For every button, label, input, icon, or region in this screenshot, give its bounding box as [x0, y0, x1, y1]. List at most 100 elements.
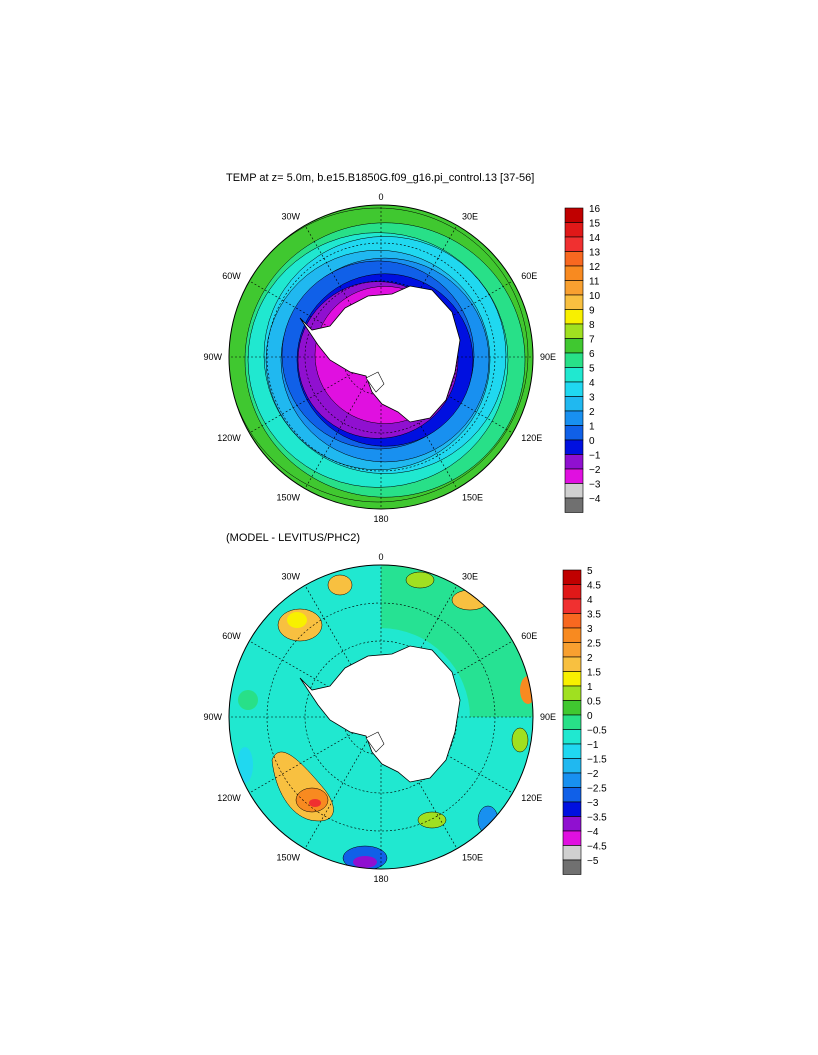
antarctica-continent [299, 285, 461, 423]
colorbar-swatch [562, 700, 582, 716]
colorbar-difference: 5 4.5 4 3.5 3 2.5 2 1.5 1 0.5 0 −0.5 −1 −1.5 −2 −2.5 −3 −… [562, 566, 607, 875]
colorbar-label: 8 [589, 320, 595, 331]
colorbar-swatch [564, 483, 584, 499]
colorbar-label: 3.5 [587, 610, 601, 621]
colorbar-swatch [562, 656, 582, 672]
longitude-label: 90W [203, 352, 222, 362]
colorbar-swatch [562, 816, 582, 832]
longitude-label: 90E [540, 352, 556, 362]
colorbar-label: 9 [589, 306, 595, 317]
plot-title-bottom: (MODEL - LEVITUS/PHC2) [226, 532, 361, 544]
longitude-label: 30E [462, 572, 478, 582]
colorbar-label: 1 [587, 682, 593, 693]
colorbar-label: 13 [589, 248, 601, 259]
colorbar-label: 11 [589, 277, 600, 288]
colorbar-swatch [564, 410, 584, 426]
colorbar-label: −1.5 [587, 755, 607, 766]
longitude-label: 0 [378, 192, 383, 202]
longitude-label: 150W [276, 852, 300, 862]
colorbar-swatch [564, 439, 584, 455]
plot-title-top: TEMP at z= 5.0m, b.e15.B1850G.f09_g16.pi… [226, 172, 535, 184]
colorbar-swatch [562, 845, 582, 861]
longitude-label: 180 [373, 874, 388, 884]
colorbar-swatch [564, 251, 584, 267]
colorbar-swatch [562, 830, 582, 846]
colorbar-label: 4 [587, 595, 593, 606]
longitude-label: 120E [521, 793, 542, 803]
colorbar-swatch [564, 222, 584, 238]
longitude-label: 30W [281, 572, 300, 582]
colorbar-swatch [562, 714, 582, 730]
colorbar-swatch [562, 613, 582, 629]
colorbar-swatch [562, 729, 582, 745]
longitude-label: 150W [276, 492, 300, 502]
colorbar-label: 10 [589, 291, 601, 302]
colorbar-swatch [564, 236, 584, 252]
colorbar-label: −3 [587, 798, 599, 809]
colorbar-label: −2.5 [587, 784, 607, 795]
colorbar-swatch [562, 859, 582, 875]
colorbar-label: −4 [589, 494, 601, 505]
colorbar-label: 12 [589, 262, 601, 273]
longitude-label: 90W [203, 712, 222, 722]
colorbar-label: 3 [587, 624, 593, 635]
colorbar-label: −1 [589, 451, 601, 462]
colorbar-swatch [564, 468, 584, 484]
longitude-label: 60W [222, 271, 241, 281]
colorbar-label: −3 [589, 480, 601, 491]
colorbar-swatch [564, 207, 584, 223]
longitude-label: 90E [540, 712, 556, 722]
colorbar-swatch [562, 671, 582, 687]
antarctica-continent [299, 645, 461, 783]
colorbar-swatch [562, 758, 582, 774]
colorbar-swatch [562, 743, 582, 759]
colorbar-label: −2 [587, 769, 599, 780]
colorbar-label: 5 [589, 364, 595, 375]
colorbar-label: 2 [589, 407, 595, 418]
longitude-label: 30E [462, 212, 478, 222]
colorbar-swatch [564, 323, 584, 339]
colorbar-swatch [562, 584, 582, 600]
colorbar-label: 0.5 [587, 697, 601, 708]
colorbar-label: 15 [589, 219, 601, 230]
longitude-label: 180 [373, 514, 388, 524]
colorbar-swatch [562, 627, 582, 643]
colorbar-swatch [564, 265, 584, 281]
colorbar-label: −4.5 [587, 842, 607, 853]
colorbar-label: 4.5 [587, 581, 601, 592]
colorbar-label: 0 [589, 436, 595, 447]
colorbar-label: −4 [587, 827, 599, 838]
colorbar-swatch [562, 569, 582, 585]
colorbar-label: 2.5 [587, 639, 601, 650]
colorbar-label: 6 [589, 349, 595, 360]
colorbar-swatch [564, 338, 584, 354]
colorbar-label: 0 [587, 711, 593, 722]
colorbar-label: −1 [587, 740, 599, 751]
colorbar-label: 1 [589, 422, 595, 433]
colorbar-label: 3 [589, 393, 595, 404]
colorbar-label: −5 [587, 856, 599, 867]
colorbar-swatch [564, 425, 584, 441]
colorbar-swatch [564, 396, 584, 412]
longitude-label: 60W [222, 631, 241, 641]
colorbar-label: −2 [589, 465, 601, 476]
colorbar-label: −3.5 [587, 813, 607, 824]
longitude-label: 150E [462, 852, 483, 862]
polar-map-temperature: 0 30E 60E 90E 120E 150E 180 150W 120W 90W 60W 30W [203, 192, 556, 524]
colorbar-swatch [562, 642, 582, 658]
colorbar-swatch [562, 598, 582, 614]
longitude-label: 60E [521, 631, 537, 641]
colorbar-swatch [562, 772, 582, 788]
longitude-label: 30W [281, 212, 300, 222]
colorbar-swatch [564, 352, 584, 368]
colorbar-swatch [562, 685, 582, 701]
colorbar-label: 4 [589, 378, 595, 389]
colorbar-swatch [562, 801, 582, 817]
colorbar-label: 5 [587, 566, 593, 577]
colorbar-label: 14 [589, 233, 601, 244]
longitude-label: 150E [462, 492, 483, 502]
colorbar-swatch [564, 381, 584, 397]
colorbar-label: 16 [589, 204, 601, 215]
longitude-label: 0 [378, 552, 383, 562]
